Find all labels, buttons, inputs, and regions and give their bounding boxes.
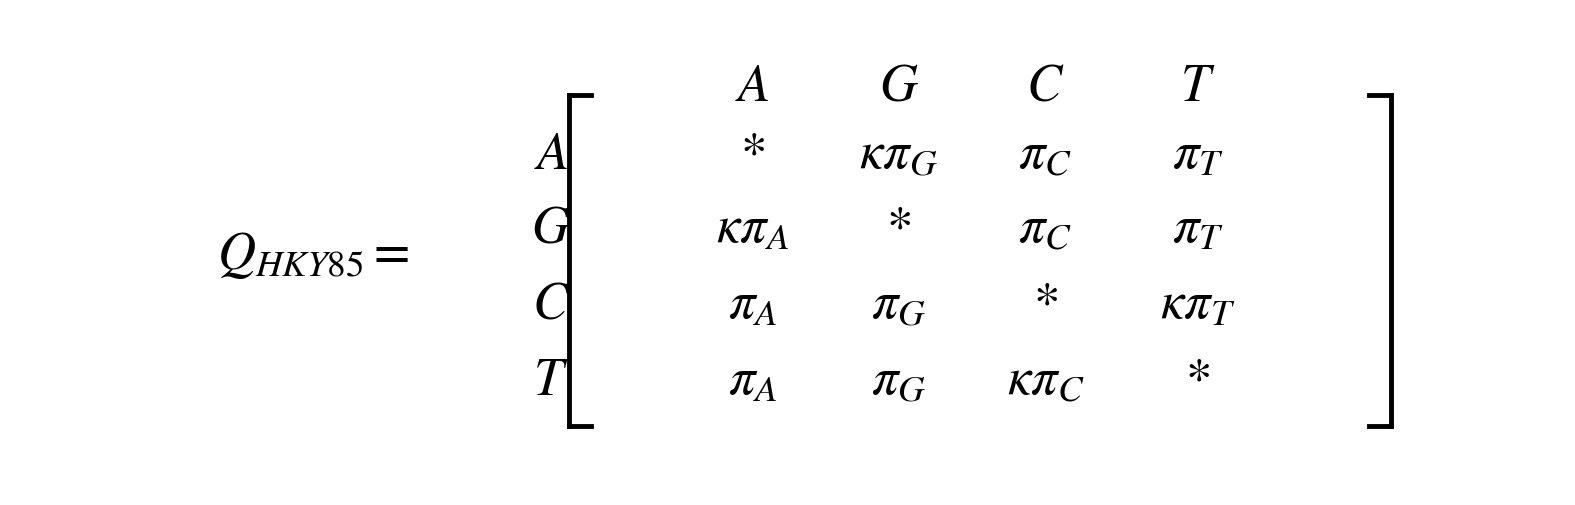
Text: $*$: $*$ bbox=[1033, 281, 1058, 330]
Text: $\pi_A$: $\pi_A$ bbox=[728, 357, 776, 406]
Text: $T$: $T$ bbox=[534, 357, 569, 406]
Text: $G$: $G$ bbox=[879, 63, 918, 112]
Text: $\kappa\pi_C$: $\kappa\pi_C$ bbox=[1006, 357, 1084, 406]
Text: $\pi_G$: $\pi_G$ bbox=[871, 281, 926, 330]
Text: $\pi_A$: $\pi_A$ bbox=[728, 281, 776, 330]
Text: $\kappa\pi_G$: $\kappa\pi_G$ bbox=[860, 131, 939, 180]
Text: $\pi_C$: $\pi_C$ bbox=[1017, 131, 1073, 180]
Text: $C$: $C$ bbox=[1025, 63, 1065, 112]
Text: $G$: $G$ bbox=[531, 205, 570, 255]
Text: $\pi_C$: $\pi_C$ bbox=[1017, 205, 1073, 255]
Text: $Q_{HKY85}=$: $Q_{HKY85}=$ bbox=[217, 230, 410, 280]
Text: $A$: $A$ bbox=[534, 131, 569, 180]
Text: $\kappa\pi_A$: $\kappa\pi_A$ bbox=[717, 205, 789, 255]
Text: $A$: $A$ bbox=[736, 63, 770, 112]
Text: $\pi_T$: $\pi_T$ bbox=[1172, 131, 1224, 180]
Text: $*$: $*$ bbox=[887, 205, 912, 255]
Text: $*$: $*$ bbox=[1186, 357, 1210, 406]
Text: $\pi_G$: $\pi_G$ bbox=[871, 357, 926, 406]
Text: $\kappa\pi_T$: $\kappa\pi_T$ bbox=[1161, 281, 1235, 330]
Text: $*$: $*$ bbox=[740, 131, 765, 180]
Text: $T$: $T$ bbox=[1180, 63, 1216, 112]
Text: $C$: $C$ bbox=[532, 281, 570, 330]
Text: $\pi_T$: $\pi_T$ bbox=[1172, 205, 1224, 255]
